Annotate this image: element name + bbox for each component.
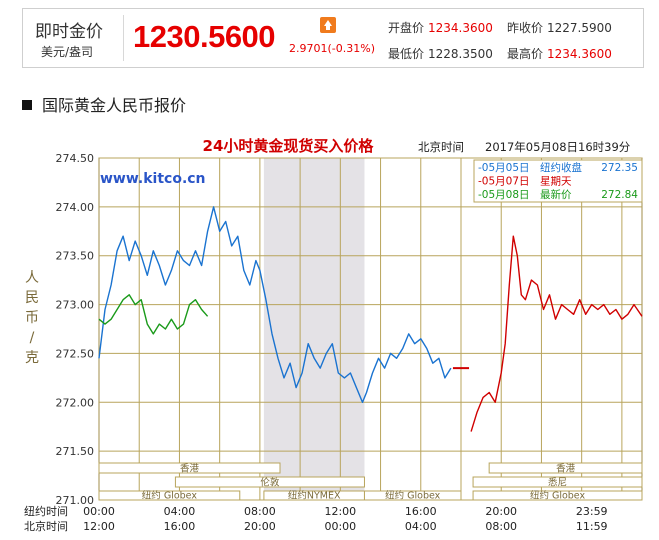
x-tick-label: 23:59 (576, 505, 608, 518)
session-bar (98, 490, 241, 501)
quote-divider (123, 15, 124, 61)
session-label: 纽约NYMEX (288, 490, 341, 502)
x-tick-label: 08:00 (485, 520, 517, 533)
session-label: 纽约 Globex (530, 490, 586, 502)
x-tick-label: 04:00 (164, 505, 196, 518)
watermark-text: www.kitco.cn (100, 171, 206, 187)
section-title-text: 国际黄金人民币报价 (42, 96, 187, 115)
session-label: 悉尼 (548, 477, 567, 489)
low-price-label: 最低价 (388, 47, 425, 61)
prev-close-label: 昨收价 (507, 21, 544, 35)
session-bar (488, 462, 643, 474)
y-tick-label: 272.50 (56, 347, 95, 360)
x-tick-label: 00:00 (324, 520, 356, 533)
series-line (470, 235, 643, 432)
y-axis-label-char: / (30, 330, 35, 346)
quote-panel: 即时金价 美元/盎司 1230.5600 2.9701(-0.31%) 开盘价 1… (22, 8, 644, 68)
x-tick-label: 16:00 (405, 505, 437, 518)
session-bar (174, 476, 365, 488)
timezone-label: 北京时间 (418, 140, 464, 154)
legend-entry-date: -05月08日 (478, 189, 530, 201)
y-axis-label-char: 人 (25, 270, 39, 286)
x-axis-row-label: 北京时间 (24, 519, 68, 533)
legend-entry-note: 星期天 (540, 176, 572, 188)
y-tick-label: 274.00 (56, 201, 95, 214)
session-label: 香港 (180, 463, 200, 475)
open-price-stat: 开盘价 1234.3600 (388, 19, 493, 36)
up-arrow-icon (320, 17, 336, 33)
y-tick-label: 273.50 (56, 250, 95, 263)
session-label: 纽约 Globex (385, 490, 441, 502)
legend-entry-note: 纽约收盘 (540, 161, 582, 174)
legend-entry-value: 272.84 (601, 189, 638, 201)
legend-entry-date: -05月05日 (478, 162, 530, 174)
x-tick-label: 20:00 (244, 520, 276, 533)
low-price-stat: 最低价 1228.3500 (388, 45, 493, 62)
y-tick-label: 273.00 (56, 299, 95, 312)
y-axis-label-char: 币 (25, 310, 39, 326)
x-tick-label: 12:00 (324, 505, 356, 518)
x-tick-label: 00:00 (83, 505, 115, 518)
chart-title: 24小时黄金现货买入价格 (203, 137, 375, 155)
low-price-value: 1228.3500 (428, 47, 493, 61)
session-bar (363, 490, 462, 501)
legend-entry-note: 最新价 (540, 188, 572, 201)
x-tick-label: 04:00 (405, 520, 437, 533)
x-axis-row-label: 纽约时间 (24, 504, 68, 518)
series-line (98, 206, 452, 403)
session-label: 纽约 Globex (142, 490, 198, 502)
high-price-stat: 最高价 1234.3600 (507, 45, 612, 62)
section-title: 国际黄金人民币报价 (22, 92, 186, 116)
y-tick-label: 271.50 (56, 445, 95, 458)
legend-box (473, 159, 643, 203)
y-tick-label: 274.50 (56, 152, 95, 165)
x-tick-label: 12:00 (83, 520, 115, 533)
x-tick-label: 20:00 (485, 505, 517, 518)
gold-price-chart: 274.50 274.00 273.50 273.00 272.50 272.00 271.… (24, 137, 643, 533)
plot-area (98, 157, 643, 501)
quote-unit: 美元/盎司 (41, 45, 94, 59)
session-label: 伦敦 (260, 477, 280, 489)
session-bar (472, 490, 643, 501)
prev-close-stat: 昨收价 1227.5900 (507, 19, 612, 36)
session-label: 香港 (556, 463, 576, 475)
x-tick-label: 16:00 (164, 520, 196, 533)
timestamp-label: 2017年05月08日16时39分 (485, 140, 631, 154)
series-line (98, 294, 209, 335)
square-bullet-icon (22, 100, 32, 110)
y-axis-label-char: 民 (25, 290, 39, 306)
legend-entry-value: 272.35 (601, 162, 638, 174)
session-bar (98, 462, 281, 474)
legend-entry-date: -05月07日 (478, 176, 530, 188)
x-tick-label: 11:59 (576, 520, 608, 533)
prev-close-value: 1227.5900 (547, 21, 612, 35)
y-tick-label: 272.00 (56, 396, 95, 409)
quote-name: 即时金价 (35, 22, 103, 42)
current-price: 1230.5600 (133, 19, 276, 54)
high-price-value: 1234.3600 (547, 47, 612, 61)
shaded-session-region (263, 158, 365, 500)
price-change: 2.9701(-0.31%) (289, 42, 375, 55)
open-price-label: 开盘价 (388, 21, 425, 35)
y-tick-label: 271.00 (56, 494, 95, 507)
y-axis-label-char: 克 (25, 350, 39, 366)
open-price-value: 1234.3600 (428, 21, 493, 35)
x-tick-label: 08:00 (244, 505, 276, 518)
high-price-label: 最高价 (507, 47, 544, 61)
session-bar (472, 476, 643, 488)
